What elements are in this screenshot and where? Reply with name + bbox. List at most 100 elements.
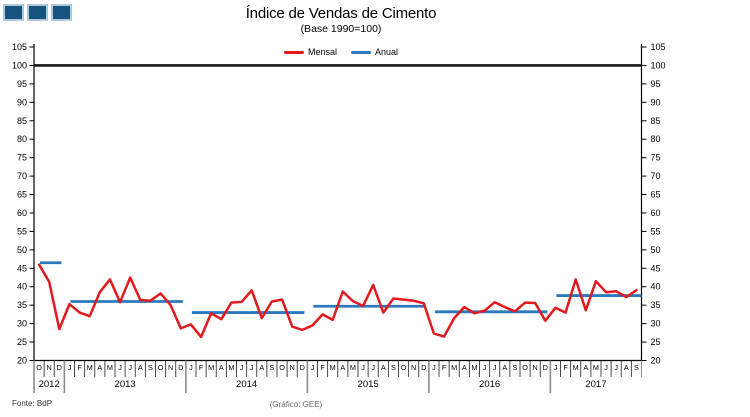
y-tick-label-left: 50 — [17, 245, 27, 255]
y-tick-label-right: 65 — [651, 190, 661, 200]
y-tick-label-right: 20 — [651, 356, 661, 366]
y-tick-label-right: 105 — [651, 42, 666, 52]
month-label: A — [340, 363, 345, 372]
y-tick-label-right: 85 — [651, 116, 661, 126]
y-tick-label-left: 75 — [17, 153, 27, 163]
month-label: J — [128, 363, 132, 372]
month-label: F — [199, 363, 204, 372]
logo-square-1 — [3, 4, 24, 21]
mensal-line-swatch — [283, 50, 304, 54]
month-label: M — [87, 363, 93, 372]
month-label: S — [391, 363, 396, 372]
month-label: D — [543, 363, 548, 372]
month-label: N — [411, 363, 416, 372]
y-tick-label-right: 95 — [651, 79, 661, 89]
year-label: 2016 — [479, 379, 500, 390]
annual-series-line — [40, 261, 642, 314]
month-label: J — [614, 363, 618, 372]
y-tick-label-right: 100 — [651, 60, 666, 70]
month-label: D — [300, 363, 305, 372]
month-label: O — [522, 363, 528, 372]
month-label: J — [554, 363, 558, 372]
month-label: J — [240, 363, 244, 372]
month-label: A — [624, 363, 629, 372]
y-tick-label-left: 90 — [17, 97, 27, 107]
month-label: J — [361, 363, 365, 372]
y-tick-label-right: 75 — [651, 153, 661, 163]
month-label: S — [634, 363, 639, 372]
y-tick-label-right: 40 — [651, 282, 661, 292]
year-label: 2015 — [358, 379, 379, 390]
chart-legend: Mensal Anual — [0, 47, 682, 57]
month-label: N — [47, 363, 52, 372]
y-tick-label-left: 85 — [17, 116, 27, 126]
month-label: J — [371, 363, 375, 372]
month-label: A — [219, 363, 224, 372]
month-label: D — [421, 363, 426, 372]
logo-square-2 — [27, 4, 48, 21]
y-tick-label-left: 30 — [17, 319, 27, 329]
month-label: A — [259, 363, 264, 372]
y-tick-label-left: 20 — [17, 356, 27, 366]
credit-note: (Gráfico: GEE) — [269, 400, 323, 409]
y-tick-label-right: 70 — [651, 171, 661, 181]
month-label: J — [311, 363, 315, 372]
y-tick-label-right: 90 — [651, 97, 661, 107]
year-label: 2013 — [115, 379, 136, 390]
y-tick-label-left: 70 — [17, 171, 27, 181]
y-tick-label-left: 45 — [17, 263, 27, 273]
month-label: J — [483, 363, 487, 372]
monthly-series-line — [37, 263, 638, 339]
month-label: F — [320, 363, 325, 372]
month-label: J — [604, 363, 608, 372]
page-subtitle: (Base 1990=100) — [300, 23, 382, 35]
month-label: M — [330, 363, 336, 372]
y-tick-label-right: 30 — [651, 319, 661, 329]
month-label: D — [178, 363, 183, 372]
y-tick-label-left: 60 — [17, 208, 27, 218]
month-label: F — [442, 363, 447, 372]
month-label: O — [36, 363, 42, 372]
month-label: M — [228, 363, 234, 372]
month-label: M — [593, 363, 599, 372]
month-label: M — [451, 363, 457, 372]
month-label: S — [270, 363, 275, 372]
month-label: M — [107, 363, 113, 372]
y-axis-ticks: 105 105 100 100 95 95 90 90 85 85 80 80 75 75 70 70 65 65… — [12, 42, 666, 366]
month-label: O — [158, 363, 164, 372]
y-tick-label-left: 25 — [17, 337, 27, 347]
y-tick-label-left: 80 — [17, 134, 27, 144]
month-label: M — [471, 363, 477, 372]
y-tick-label-left: 105 — [12, 42, 27, 52]
month-label: J — [250, 363, 254, 372]
month-label: A — [381, 363, 386, 372]
month-label: O — [401, 363, 407, 372]
month-label: M — [208, 363, 214, 372]
logo-square-3 — [51, 4, 72, 21]
month-label: M — [573, 363, 579, 372]
month-label: J — [68, 363, 72, 372]
month-label: M — [350, 363, 356, 372]
month-label: N — [290, 363, 295, 372]
anual-line-swatch — [350, 50, 371, 54]
y-tick-label-left: 35 — [17, 300, 27, 310]
source-note: Fonte: BdP — [12, 399, 53, 408]
legend-label-anual: Anual — [374, 47, 399, 57]
y-tick-label-right: 45 — [651, 263, 661, 273]
year-label: 2014 — [236, 379, 257, 390]
y-tick-label-left: 65 — [17, 190, 27, 200]
legend-item-mensal: Mensal — [283, 47, 337, 57]
month-label: D — [57, 363, 62, 372]
y-tick-label-left: 40 — [17, 282, 27, 292]
month-label: N — [533, 363, 538, 372]
y-tick-label-right: 80 — [651, 134, 661, 144]
month-label: S — [148, 363, 153, 372]
legend-label-mensal: Mensal — [307, 47, 337, 57]
month-label: F — [563, 363, 568, 372]
month-label: J — [493, 363, 497, 372]
month-label: J — [118, 363, 122, 372]
y-tick-label-left: 100 — [12, 60, 27, 70]
month-label: O — [279, 363, 285, 372]
